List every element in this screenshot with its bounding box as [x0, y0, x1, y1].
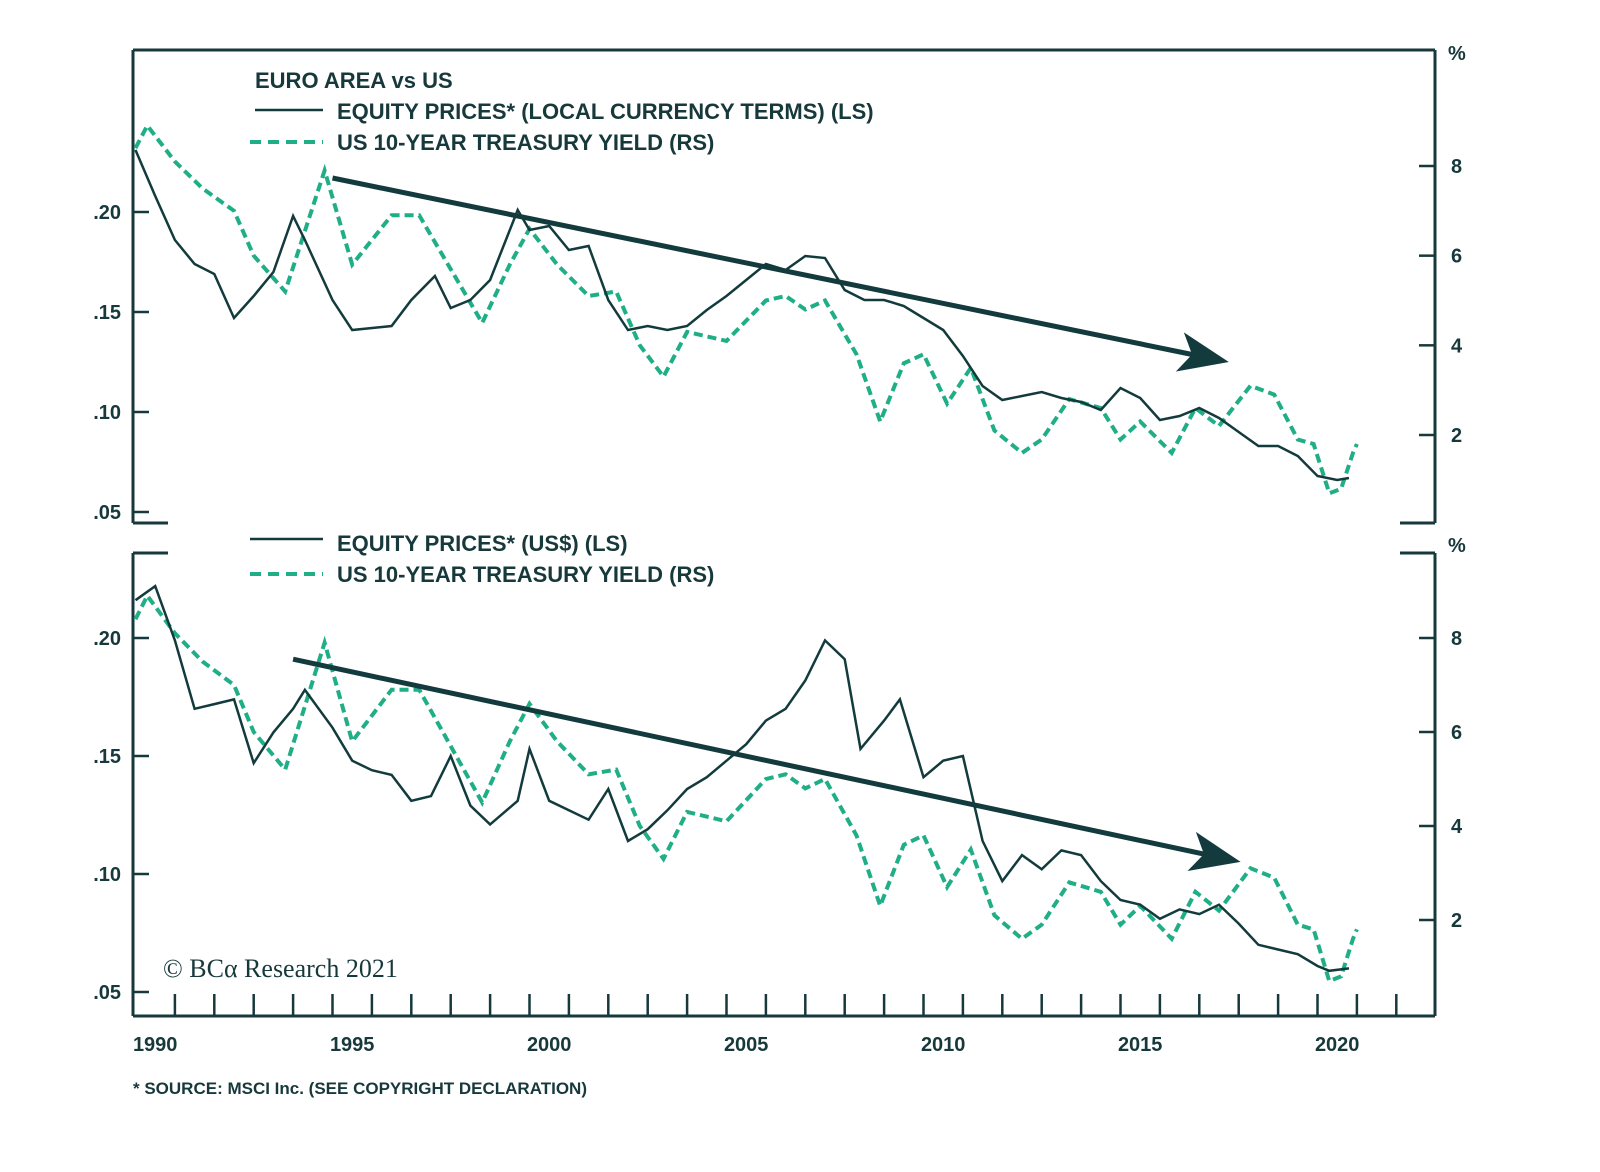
left-tick-label: .15 — [93, 746, 121, 768]
top-legend-equity-label: EQUITY PRICES* (LOCAL CURRENCY TERMS) (L… — [337, 99, 874, 124]
right-tick-label: 2 — [1451, 425, 1462, 447]
left-tick-label: .20 — [93, 628, 121, 650]
x-tick-label: 2020 — [1315, 1034, 1360, 1056]
x-tick-label: 1995 — [330, 1034, 375, 1056]
bottom-legend-equity-label: EQUITY PRICES* (US$) (LS) — [337, 531, 628, 556]
top-legend-yield-label: US 10-YEAR TREASURY YIELD (RS) — [337, 130, 714, 155]
bottom-left-axis: .05 .10 .15 .20 — [93, 628, 149, 1004]
top-equity-line — [134, 149, 1350, 482]
chart-title: EURO AREA vs US — [255, 68, 453, 93]
left-tick-label: .20 — [93, 202, 121, 224]
x-tick-label: 2005 — [724, 1034, 769, 1056]
left-tick-label: .10 — [93, 402, 121, 424]
left-tick-label: .05 — [93, 502, 121, 524]
left-tick-label: .05 — [93, 982, 121, 1004]
right-tick-label: 4 — [1451, 816, 1463, 838]
right-tick-label: 6 — [1451, 722, 1462, 744]
x-axis: 1990 1995 2000 2005 2010 2015 2020 — [133, 994, 1398, 1056]
top-panel: .05 .10 .15 .20 2 4 6 8 % EURO AREA vs US EQUI… — [93, 43, 1466, 525]
left-tick-label: .10 — [93, 864, 121, 886]
top-panel-frame — [131, 48, 1437, 525]
right-tick-label: 8 — [1451, 156, 1462, 178]
top-right-axis-unit: % — [1448, 43, 1466, 65]
bottom-panel: .05 .10 .15 .20 2 4 6 8 1990 1995 2000 2005 2010 20… — [93, 531, 1466, 1056]
bottom-legend-yield-label: US 10-YEAR TREASURY YIELD (RS) — [337, 562, 714, 587]
source-footnote: * SOURCE: MSCI Inc. (SEE COPYRIGHT DECLA… — [133, 1079, 587, 1098]
top-left-axis: .05 .10 .15 .20 — [93, 202, 149, 524]
right-tick-label: 8 — [1451, 628, 1462, 650]
right-tick-label: 2 — [1451, 910, 1462, 932]
x-tick-label: 2015 — [1118, 1034, 1163, 1056]
bottom-right-axis-unit: % — [1448, 535, 1466, 557]
bottom-trend-arrow — [292, 656, 1241, 872]
bottom-equity-line — [134, 584, 1350, 973]
x-tick-label: 2000 — [527, 1034, 572, 1056]
right-tick-label: 4 — [1451, 335, 1463, 357]
top-trend-arrow — [331, 175, 1229, 372]
right-tick-label: 6 — [1451, 246, 1462, 268]
top-yield-line — [133, 121, 1359, 496]
x-tick-label: 1990 — [133, 1034, 178, 1056]
bottom-right-axis: 2 4 6 8 — [1419, 628, 1463, 932]
copyright-text: © BCα Research 2021 — [163, 954, 398, 983]
bottom-yield-line — [133, 591, 1359, 984]
left-tick-label: .15 — [93, 302, 121, 324]
x-tick-label: 2010 — [921, 1034, 966, 1056]
bottom-panel-frame — [131, 551, 1437, 1018]
top-right-axis: 2 4 6 8 — [1419, 156, 1463, 447]
